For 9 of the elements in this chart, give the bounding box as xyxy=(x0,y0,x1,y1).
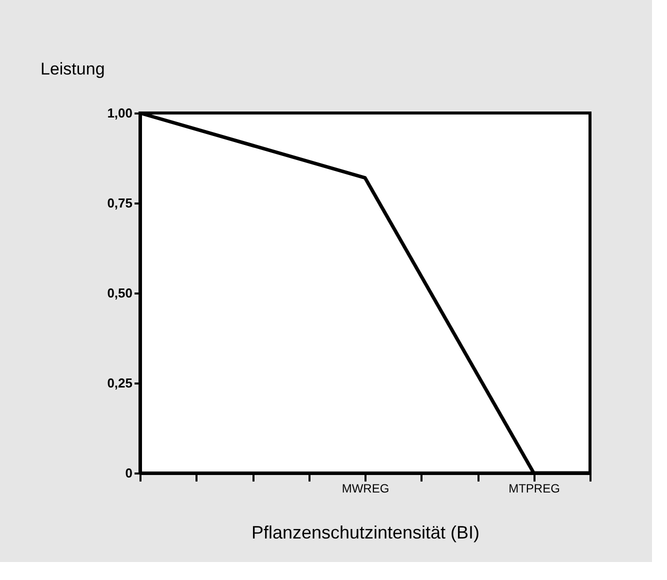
y-tick-label: 1,00 xyxy=(107,106,132,120)
y-tick-label: 0,25 xyxy=(107,376,132,390)
y-tick-label: 0,50 xyxy=(107,286,132,300)
x-tick-label: MTPREG xyxy=(508,482,560,496)
y-tick-label: 0 xyxy=(125,466,132,480)
x-axis-title: Pflanzenschutzintensität (BI) xyxy=(251,522,480,542)
y-tick-label: 0,75 xyxy=(107,196,132,210)
y-axis-title: Leistung xyxy=(40,60,105,78)
x-tick-label: MWREG xyxy=(342,482,390,496)
